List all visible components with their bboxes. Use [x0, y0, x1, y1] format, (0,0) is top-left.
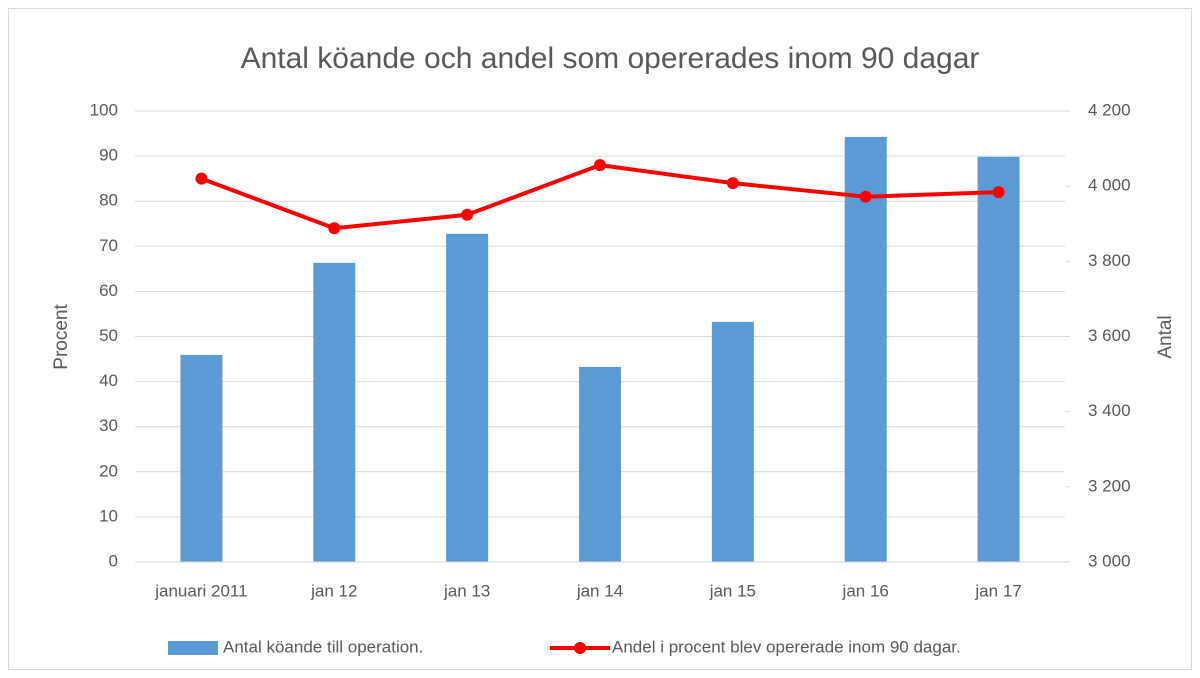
y2-tick-label: 3 400 — [1088, 401, 1131, 420]
y2-tick-label: 3 800 — [1088, 251, 1131, 270]
x-tick-label: jan 14 — [576, 581, 623, 600]
line-marker — [726, 177, 739, 190]
bar — [446, 233, 489, 562]
y-tick-label: 40 — [99, 371, 118, 390]
y2-tick-label: 4 200 — [1088, 100, 1131, 119]
y2-tick-label: 3 200 — [1088, 476, 1131, 495]
bar — [844, 136, 887, 562]
bar — [180, 354, 223, 562]
line-marker — [195, 172, 208, 185]
x-tick-label: jan 13 — [443, 581, 490, 600]
y-tick-label: 70 — [99, 236, 118, 255]
chart-title: Antal köande och andel som opererades in… — [241, 42, 980, 75]
bar — [579, 366, 621, 562]
y-tick-label: 100 — [90, 100, 118, 119]
y-tick-label: 20 — [99, 461, 118, 480]
y2-tick-label: 3 000 — [1088, 551, 1131, 570]
y-tick-label: 80 — [99, 191, 118, 210]
bar — [313, 262, 356, 562]
x-tick-label: januari 2011 — [154, 581, 247, 600]
y-tick-label: 90 — [99, 146, 118, 165]
y-tick-label: 10 — [99, 506, 118, 525]
x-tick-label: jan 16 — [842, 581, 889, 600]
y-tick-label: 30 — [99, 416, 118, 435]
line-marker — [594, 159, 606, 172]
line-marker — [992, 186, 1005, 199]
line-marker — [328, 222, 341, 235]
x-tick-label: jan 12 — [310, 581, 357, 600]
bar — [977, 156, 1020, 562]
y2-tick-label: 3 600 — [1088, 326, 1131, 345]
legend-label: Antal köande till operation. — [223, 637, 423, 656]
y2-axis-title: Antal — [1155, 315, 1176, 358]
legend-swatch — [168, 641, 218, 655]
x-tick-label: jan 17 — [974, 581, 1021, 600]
bar — [711, 321, 754, 562]
y-tick-label: 60 — [99, 281, 118, 300]
y2-tick-label: 4 000 — [1088, 176, 1131, 195]
x-tick-label: jan 15 — [709, 581, 756, 600]
legend-marker — [574, 642, 586, 654]
legend-label: Andel i procent blev opererade inom 90 d… — [612, 637, 961, 656]
line-marker — [859, 190, 872, 203]
y-axis-title: Procent — [51, 304, 72, 370]
line-marker — [461, 208, 474, 221]
y-tick-label: 0 — [109, 551, 118, 570]
y-tick-label: 50 — [99, 326, 118, 345]
